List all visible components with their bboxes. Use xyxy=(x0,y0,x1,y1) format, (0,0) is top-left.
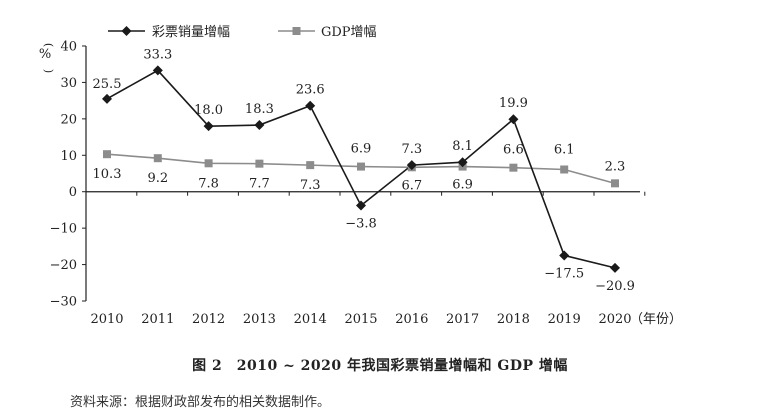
gdp-data-label: 6.7 xyxy=(401,178,422,193)
gdp-point xyxy=(560,165,569,174)
lottery-data-label: 23.6 xyxy=(296,83,325,98)
data-labels: 25.5 33.3 18.0 18.3 23.6 −3.8 7.3 8.1 19.9 −17.5−… xyxy=(93,47,635,293)
gdp-point xyxy=(255,159,264,168)
gdp-data-label: 2.3 xyxy=(605,159,626,174)
y-tick-label: 30 xyxy=(60,76,77,91)
source-note: 资料来源：根据财政部发布的相关数据制作。 xyxy=(70,395,331,410)
lottery-data-label: −17.5 xyxy=(544,266,584,281)
y-tick-label: −30 xyxy=(50,295,77,310)
lottery-point xyxy=(356,200,366,211)
lottery-point xyxy=(152,65,163,76)
x-tick-label: 2016 xyxy=(395,312,428,327)
legend-square-icon xyxy=(292,27,301,35)
y-tick-label: −10 xyxy=(50,222,77,237)
lottery-point xyxy=(406,160,417,171)
lottery-point xyxy=(559,250,570,261)
x-tick-label: 2018 xyxy=(497,312,530,327)
x-tick-label: 2017 xyxy=(446,312,479,327)
gdp-data-label: 7.7 xyxy=(249,177,270,192)
y-unit-label: (%) xyxy=(39,43,55,73)
x-tick-label: 2013 xyxy=(243,312,276,327)
lottery-data-label: −3.8 xyxy=(345,217,377,232)
figure-caption: 图 2 2010 ~ 2020 年我国彩票销量增幅和 GDP 增幅 xyxy=(192,358,568,374)
gdp-point xyxy=(306,161,315,170)
lottery-point xyxy=(457,157,468,168)
lottery-point xyxy=(508,114,519,125)
gdp-data-label: 6.1 xyxy=(554,142,575,157)
lottery-point xyxy=(610,262,620,273)
y-tick-label: −20 xyxy=(50,258,77,273)
y-unit-paren-open: ( xyxy=(42,43,55,47)
lottery-data-label: 8.1 xyxy=(452,139,473,154)
lottery-data-label: 18.3 xyxy=(245,102,274,117)
lottery-data-label: 19.9 xyxy=(499,96,528,111)
lottery-point xyxy=(305,100,316,111)
legend: 彩票销量增幅 GDP增幅 xyxy=(108,25,377,40)
lottery-data-label: 18.0 xyxy=(194,103,223,118)
y-unit-paren-close: ) xyxy=(42,69,55,73)
gdp-data-label: 7.8 xyxy=(198,176,219,191)
gdp-data-label: 10.3 xyxy=(93,167,122,182)
lottery-data-label: 25.5 xyxy=(93,77,122,92)
y-axis: −30 −20 −10 0 10 20 30 40 (%) xyxy=(39,40,87,310)
x-tick-label: 2012 xyxy=(192,312,225,327)
gdp-point xyxy=(357,162,365,171)
lottery-data-label: −20.9 xyxy=(595,279,635,294)
gdp-data-label: 6.6 xyxy=(503,143,524,158)
lottery-data-label: 7.3 xyxy=(401,142,422,157)
x-tick-label: 2014 xyxy=(294,312,327,327)
lottery-point xyxy=(254,120,265,131)
y-tick-label: 20 xyxy=(60,112,77,127)
legend-label-gdp: GDP增幅 xyxy=(321,25,377,40)
gdp-point xyxy=(204,159,213,168)
x-tick-label: 2019 xyxy=(548,312,581,327)
x-tick-label: 2011 xyxy=(141,312,174,327)
legend-diamond-icon xyxy=(121,26,132,36)
x-tick-label: 2020 xyxy=(598,312,631,327)
gdp-point xyxy=(611,179,619,188)
gdp-point xyxy=(509,163,518,172)
y-tick-label: 0 xyxy=(69,185,77,200)
y-tick-label: 40 xyxy=(60,40,77,55)
x-tick-label: 2015 xyxy=(344,312,377,327)
lottery-point xyxy=(102,93,112,104)
lottery-point xyxy=(203,121,214,132)
y-unit-text: % xyxy=(39,47,51,62)
gdp-data-label: 7.3 xyxy=(300,178,321,193)
series-layer xyxy=(102,65,620,273)
legend-item-gdp: GDP增幅 xyxy=(278,25,377,40)
gdp-point xyxy=(103,150,111,159)
legend-label-lottery: 彩票销量增幅 xyxy=(152,25,230,40)
lottery-data-label: 33.3 xyxy=(143,47,172,62)
gdp-data-label: 9.2 xyxy=(147,171,168,186)
x-tick-label: 2010 xyxy=(90,312,123,327)
y-tick-label: 10 xyxy=(60,149,77,164)
legend-item-lottery: 彩票销量增幅 xyxy=(108,25,230,40)
x-unit-label: （年份） xyxy=(630,312,682,327)
gdp-point xyxy=(153,154,162,163)
gdp-data-label: 6.9 xyxy=(452,178,473,193)
x-axis: 2010 2011 2012 2013 2014 2015 2016 2017 2018 2019… xyxy=(85,191,682,327)
gdp-data-label: 6.9 xyxy=(351,142,372,157)
